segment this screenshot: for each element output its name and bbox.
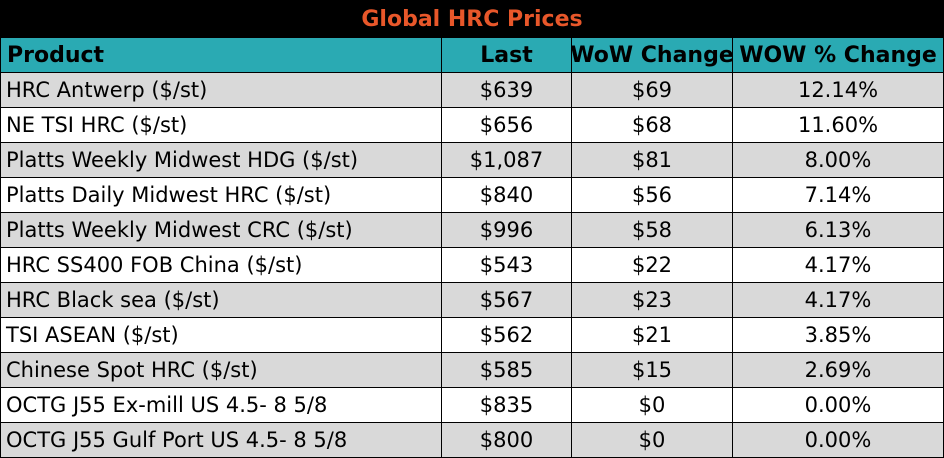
cell-last: $585 bbox=[442, 353, 572, 388]
table-title-bar: Global HRC Prices bbox=[0, 0, 944, 38]
cell-last: $835 bbox=[442, 388, 572, 423]
cell-product: HRC SS400 FOB China ($/st) bbox=[0, 248, 442, 283]
cell-wow-change: $15 bbox=[572, 353, 733, 388]
table-row: Platts Daily Midwest HRC ($/st) $840 $56 7.… bbox=[0, 178, 944, 213]
cell-product: NE TSI HRC ($/st) bbox=[0, 108, 442, 143]
cell-wow-pct-change: 6.13% bbox=[733, 213, 944, 248]
cell-product: OCTG J55 Gulf Port US 4.5- 8 5/8 bbox=[0, 423, 442, 458]
cell-last: $656 bbox=[442, 108, 572, 143]
cell-last: $840 bbox=[442, 178, 572, 213]
table-row: NE TSI HRC ($/st) $656 $68 11.60% bbox=[0, 108, 944, 143]
header-wow-pct-change: WOW % Change bbox=[733, 38, 944, 73]
cell-wow-change: $23 bbox=[572, 283, 733, 318]
cell-wow-pct-change: 0.00% bbox=[733, 388, 944, 423]
cell-last: $996 bbox=[442, 213, 572, 248]
table-row: Platts Weekly Midwest CRC ($/st) $996 $58 6… bbox=[0, 213, 944, 248]
cell-product: HRC Antwerp ($/st) bbox=[0, 73, 442, 108]
cell-wow-change: $58 bbox=[572, 213, 733, 248]
header-last: Last bbox=[442, 38, 572, 73]
cell-product: Platts Weekly Midwest HDG ($/st) bbox=[0, 143, 442, 178]
table-row: OCTG J55 Gulf Port US 4.5- 8 5/8 $800 $0 0.… bbox=[0, 423, 944, 458]
cell-product: Chinese Spot HRC ($/st) bbox=[0, 353, 442, 388]
header-wow-change: WoW Change bbox=[572, 38, 733, 73]
table-row: Chinese Spot HRC ($/st) $585 $15 2.69% bbox=[0, 353, 944, 388]
cell-product: TSI ASEAN ($/st) bbox=[0, 318, 442, 353]
cell-wow-pct-change: 2.69% bbox=[733, 353, 944, 388]
header-product: Product bbox=[0, 38, 442, 73]
cell-wow-change: $21 bbox=[572, 318, 733, 353]
cell-last: $562 bbox=[442, 318, 572, 353]
table-row: Platts Weekly Midwest HDG ($/st) $1,087 $8… bbox=[0, 143, 944, 178]
cell-wow-change: $81 bbox=[572, 143, 733, 178]
table-header-row: Product Last WoW Change WOW % Change bbox=[0, 38, 944, 73]
cell-last: $800 bbox=[442, 423, 572, 458]
cell-last: $567 bbox=[442, 283, 572, 318]
cell-product: HRC Black sea ($/st) bbox=[0, 283, 442, 318]
cell-last: $543 bbox=[442, 248, 572, 283]
cell-wow-change: $22 bbox=[572, 248, 733, 283]
cell-wow-pct-change: 8.00% bbox=[733, 143, 944, 178]
table-row: OCTG J55 Ex-mill US 4.5- 8 5/8 $835 $0 0.00… bbox=[0, 388, 944, 423]
cell-wow-pct-change: 4.17% bbox=[733, 283, 944, 318]
cell-wow-change: $69 bbox=[572, 73, 733, 108]
cell-product: Platts Daily Midwest HRC ($/st) bbox=[0, 178, 442, 213]
table-title: Global HRC Prices bbox=[361, 6, 583, 32]
table-row: HRC Antwerp ($/st) $639 $69 12.14% bbox=[0, 73, 944, 108]
cell-wow-change: $68 bbox=[572, 108, 733, 143]
cell-wow-change: $0 bbox=[572, 388, 733, 423]
cell-product: Platts Weekly Midwest CRC ($/st) bbox=[0, 213, 442, 248]
cell-wow-pct-change: 4.17% bbox=[733, 248, 944, 283]
cell-wow-pct-change: 0.00% bbox=[733, 423, 944, 458]
cell-wow-pct-change: 11.60% bbox=[733, 108, 944, 143]
table-row: HRC Black sea ($/st) $567 $23 4.17% bbox=[0, 283, 944, 318]
cell-wow-pct-change: 3.85% bbox=[733, 318, 944, 353]
cell-wow-change: $56 bbox=[572, 178, 733, 213]
cell-wow-pct-change: 12.14% bbox=[733, 73, 944, 108]
cell-wow-change: $0 bbox=[572, 423, 733, 458]
cell-product: OCTG J55 Ex-mill US 4.5- 8 5/8 bbox=[0, 388, 442, 423]
cell-last: $1,087 bbox=[442, 143, 572, 178]
cell-last: $639 bbox=[442, 73, 572, 108]
cell-wow-pct-change: 7.14% bbox=[733, 178, 944, 213]
table-row: HRC SS400 FOB China ($/st) $543 $22 4.17% bbox=[0, 248, 944, 283]
table-row: TSI ASEAN ($/st) $562 $21 3.85% bbox=[0, 318, 944, 353]
